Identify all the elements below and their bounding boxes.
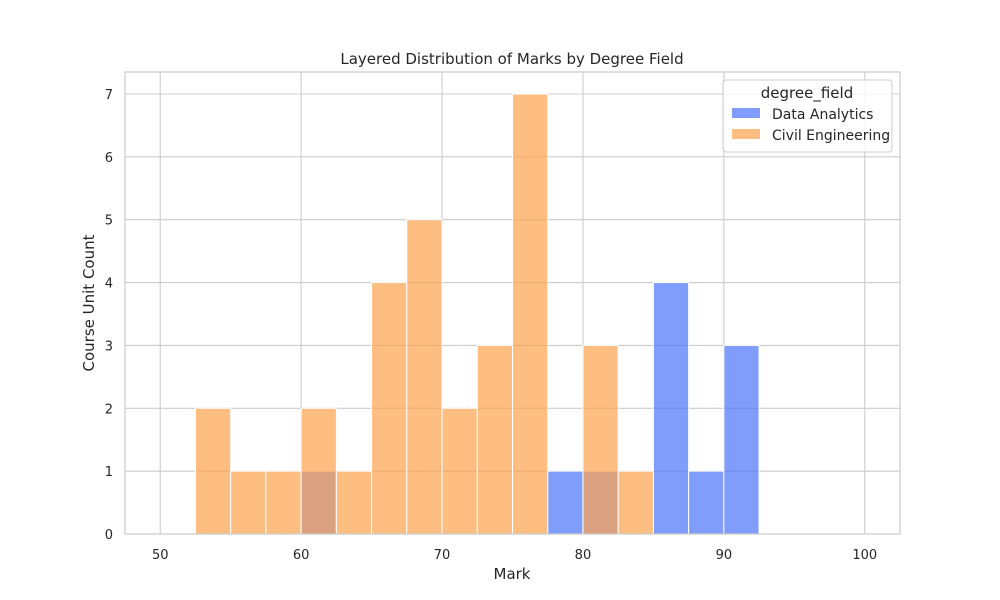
x-tick-label: 80 [575,548,592,563]
bar-civil-engineering-bin-1 [194,407,232,535]
legend: degree_field Data Analytics Civil Engine… [722,79,893,153]
legend-title: degree_field [761,84,853,103]
legend-box [722,79,893,153]
bar-civil-engineering-bin-13 [617,470,654,535]
chart-title: Layered Distribution of Marks by Degree … [340,50,683,68]
bar-civil-engineering-bin-3 [265,470,302,535]
y-axis-label: Course Unit Count [80,234,98,371]
y-tick-label: 0 [105,528,113,543]
x-tick-label: 60 [293,548,310,563]
bar-civil-engineering-bin-2 [230,470,267,535]
y-tick-label: 6 [105,151,113,166]
y-tick-label: 1 [105,465,113,480]
x-axis-label: Mark [494,565,531,583]
legend-label-civil-engineering: Civil Engineering [772,128,890,144]
tick-labels: 50 60 70 80 90 100 0 1 2 3 4 5 6 7 [105,88,877,563]
x-tick-label: 90 [716,548,733,563]
y-tick-label: 3 [105,339,113,354]
y-tick-label: 7 [105,88,113,103]
bar-data-analytics-bin-15 [688,470,725,535]
bar-data-analytics-bin-14 [652,282,690,535]
bar-data-analytics-bin-16 [723,344,760,535]
bar-civil-engineering-bin-8 [441,407,478,535]
x-tick-label: 100 [852,548,877,563]
bar-civil-engineering-bin-6 [371,282,408,535]
bar-civil-engineering-bin-10 [512,93,549,535]
y-tick-label: 4 [105,277,113,292]
plot-frame [124,71,901,535]
y-tick-label: 5 [105,214,113,229]
legend-swatch-data-analytics [732,108,760,118]
y-tick-label: 2 [105,402,113,417]
bar-data-analytics-bin-11 [547,470,584,535]
bar-civil-engineering-bin-7 [406,219,443,535]
x-tick-label: 50 [152,548,169,563]
bar-civil-engineering-bin-4 [300,407,337,535]
bars [194,93,760,535]
x-tick-label: 70 [434,548,451,563]
bar-civil-engineering-bin-9 [476,344,514,535]
bar-civil-engineering-bin-12 [582,344,619,535]
legend-swatch-civil-engineering [732,129,760,139]
bar-civil-engineering-bin-5 [335,470,373,535]
legend-label-data-analytics: Data Analytics [772,107,873,123]
